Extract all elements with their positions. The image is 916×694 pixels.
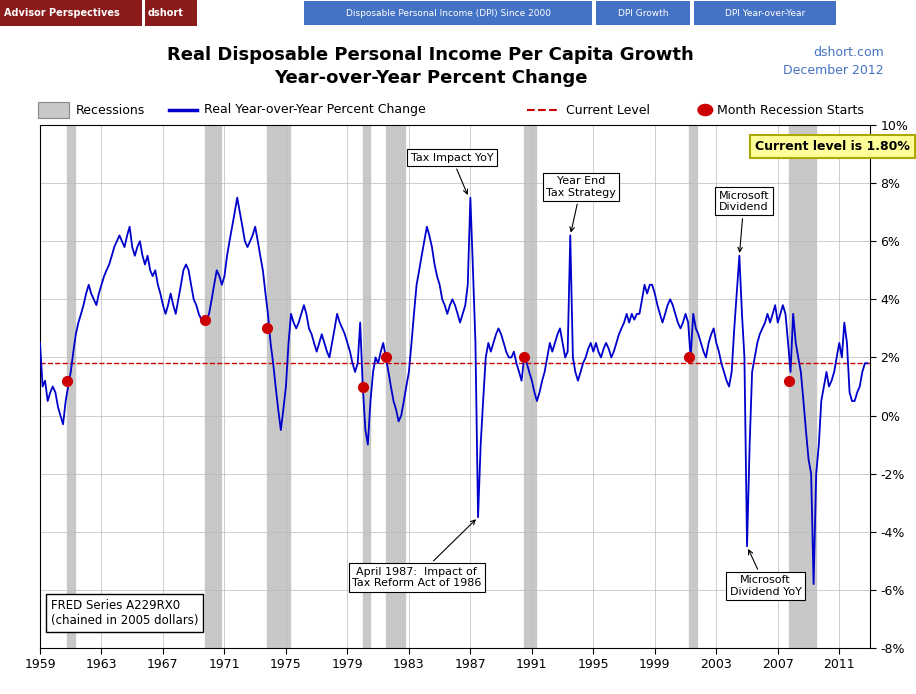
Text: April 1987:  Impact of
Tax Reform Act of 1986: April 1987: Impact of Tax Reform Act of … <box>352 520 481 589</box>
Bar <box>524 125 536 648</box>
Bar <box>690 125 697 648</box>
Bar <box>145 0 197 26</box>
Bar <box>267 125 289 648</box>
Text: Disposable Personal Income (DPI) Since 2000: Disposable Personal Income (DPI) Since 2… <box>345 8 551 17</box>
Text: Recessions: Recessions <box>76 103 146 117</box>
Text: Microsoft
Dividend YoY: Microsoft Dividend YoY <box>729 550 802 597</box>
Bar <box>363 125 370 648</box>
Text: Month Recession Starts: Month Recession Starts <box>717 103 864 117</box>
Text: Advisor Perspectives: Advisor Perspectives <box>4 8 120 18</box>
Bar <box>205 125 221 648</box>
Text: dshort: dshort <box>148 8 184 18</box>
Bar <box>790 125 816 648</box>
Text: Year-over-Year Percent Change: Year-over-Year Percent Change <box>274 69 587 87</box>
Bar <box>386 125 405 648</box>
Text: Current level is 1.80%: Current level is 1.80% <box>755 139 910 153</box>
Text: FRED Series A229RX0
(chained in 2005 dollars): FRED Series A229RX0 (chained in 2005 dol… <box>50 599 198 627</box>
Text: December 2012: December 2012 <box>783 63 884 76</box>
Bar <box>67 125 74 648</box>
Text: dshort.com: dshort.com <box>813 46 884 58</box>
Bar <box>596 1 690 25</box>
Text: Tax Impact YoY: Tax Impact YoY <box>410 153 493 194</box>
Text: Year End
Tax Strategy: Year End Tax Strategy <box>546 176 616 232</box>
Bar <box>304 1 592 25</box>
Text: DPI Year-over-Year: DPI Year-over-Year <box>725 8 805 17</box>
Text: Microsoft
Dividend: Microsoft Dividend <box>719 191 769 252</box>
Text: DPI Growth: DPI Growth <box>617 8 669 17</box>
Bar <box>694 1 836 25</box>
Text: Current Level: Current Level <box>566 103 650 117</box>
Bar <box>0 0 142 26</box>
Text: Real Disposable Personal Income Per Capita Growth: Real Disposable Personal Income Per Capi… <box>167 46 694 64</box>
Text: Real Year-over-Year Percent Change: Real Year-over-Year Percent Change <box>204 103 426 117</box>
